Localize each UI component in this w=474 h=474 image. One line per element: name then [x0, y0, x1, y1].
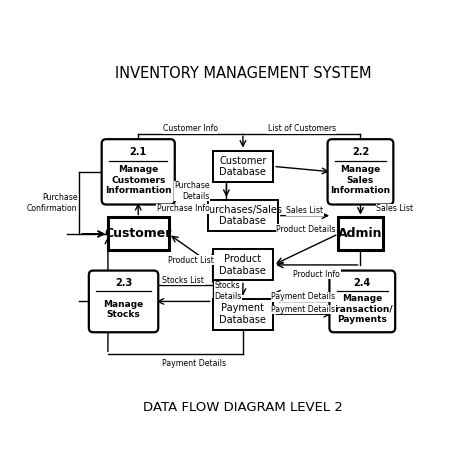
Text: Stocks
Details: Stocks Details	[214, 281, 242, 301]
FancyBboxPatch shape	[102, 139, 175, 204]
Text: Purchase Info: Purchase Info	[156, 204, 210, 213]
Text: 2.1: 2.1	[129, 147, 147, 157]
Text: List of Customers: List of Customers	[268, 124, 336, 133]
Text: Sales List: Sales List	[376, 204, 413, 213]
Text: Purchase
Details: Purchase Details	[174, 182, 210, 201]
Text: Stocks List: Stocks List	[162, 276, 204, 285]
Text: Customer
Database: Customer Database	[219, 155, 266, 177]
Text: Purchase
Confirmation: Purchase Confirmation	[27, 193, 78, 212]
FancyBboxPatch shape	[89, 271, 158, 332]
Text: Payment Details: Payment Details	[162, 359, 226, 368]
Text: Product List: Product List	[168, 255, 213, 264]
FancyBboxPatch shape	[328, 139, 393, 204]
Text: 2.4: 2.4	[354, 278, 371, 288]
Text: Payment Details: Payment Details	[272, 305, 336, 314]
Text: Payment Details: Payment Details	[272, 292, 336, 301]
FancyBboxPatch shape	[329, 271, 395, 332]
Text: Payment
Database: Payment Database	[219, 303, 266, 325]
Text: DATA FLOW DIAGRAM LEVEL 2: DATA FLOW DIAGRAM LEVEL 2	[143, 401, 343, 414]
Text: Customer: Customer	[105, 228, 172, 240]
Bar	[108, 218, 169, 250]
Text: Customer Info: Customer Info	[163, 124, 218, 133]
Text: Manage
Customers
Informantion: Manage Customers Informantion	[105, 165, 172, 195]
Text: Admin: Admin	[338, 228, 383, 240]
Text: INVENTORY MANAGEMENT SYSTEM: INVENTORY MANAGEMENT SYSTEM	[115, 66, 371, 81]
Text: Purchases/Sales
Database: Purchases/Sales Database	[203, 205, 283, 227]
Text: 2.2: 2.2	[352, 147, 369, 157]
Bar	[213, 249, 273, 281]
Bar	[338, 218, 383, 250]
Text: 2.3: 2.3	[115, 278, 132, 288]
Text: Product Details: Product Details	[276, 225, 336, 234]
Text: Manage
Transaction/
Payments: Manage Transaction/ Payments	[331, 294, 393, 324]
Bar	[213, 151, 273, 182]
Text: Product Info: Product Info	[293, 270, 340, 279]
Bar	[213, 299, 273, 330]
Text: Manage
Sales
Information: Manage Sales Information	[330, 165, 391, 195]
Text: Product
Database: Product Database	[219, 254, 266, 276]
Text: Sales List: Sales List	[286, 206, 323, 215]
Text: Manage
Stocks: Manage Stocks	[103, 300, 144, 319]
Bar	[208, 200, 278, 231]
